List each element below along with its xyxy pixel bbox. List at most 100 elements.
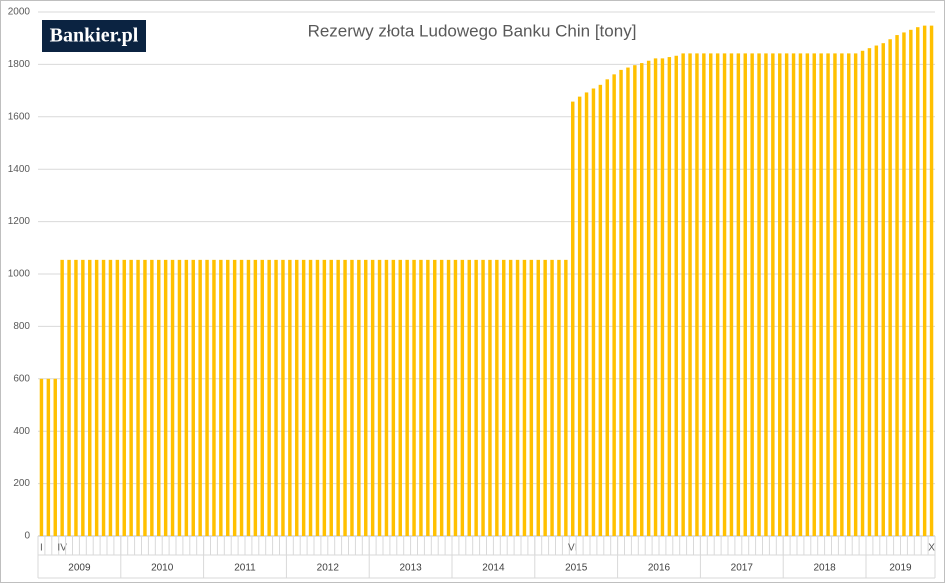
- logo-box: [42, 20, 146, 52]
- bar: [212, 259, 216, 536]
- bar: [695, 53, 699, 537]
- bar: [343, 259, 347, 536]
- bar: [426, 259, 430, 536]
- bar: [764, 53, 768, 537]
- bar: [163, 259, 168, 536]
- bar: [922, 25, 927, 537]
- bar: [605, 79, 609, 537]
- year-label: 2016: [648, 563, 671, 574]
- bar: [557, 259, 561, 536]
- bar: [474, 259, 478, 536]
- bar: [860, 50, 865, 536]
- bar: [143, 259, 147, 536]
- bar: [453, 259, 458, 536]
- bar: [295, 259, 299, 536]
- bar: [301, 259, 306, 536]
- x-tick-label: X: [928, 543, 935, 554]
- bar: [274, 259, 278, 536]
- bar: [246, 259, 251, 536]
- bar: [384, 259, 389, 536]
- bar: [743, 53, 747, 537]
- bar: [94, 259, 99, 536]
- year-label: 2017: [731, 563, 754, 574]
- bar: [522, 259, 527, 536]
- bar: [916, 27, 920, 537]
- year-label: 2010: [151, 563, 174, 574]
- bar: [191, 259, 195, 536]
- bar: [329, 259, 333, 536]
- bar: [874, 45, 879, 536]
- bar: [681, 53, 685, 537]
- bar: [495, 259, 499, 536]
- bar: [688, 53, 692, 537]
- bar: [460, 259, 465, 536]
- bar: [129, 259, 133, 536]
- year-label: 2011: [234, 563, 256, 574]
- bar: [515, 259, 520, 536]
- bar: [674, 55, 678, 537]
- bar: [122, 259, 126, 536]
- bar: [226, 259, 230, 536]
- bar: [778, 53, 782, 537]
- chart-title: Rezerwy złota Ludowego Banku Chin [tony]: [308, 21, 637, 40]
- bar: [108, 259, 113, 536]
- bar: [315, 259, 320, 536]
- bar: [398, 259, 402, 536]
- y-tick-label: 800: [13, 321, 30, 332]
- bar: [626, 67, 630, 536]
- bar: [260, 259, 264, 536]
- bar: [433, 259, 437, 536]
- y-tick-label: 0: [24, 531, 30, 542]
- bar: [805, 53, 810, 537]
- bar: [909, 29, 913, 536]
- bar: [481, 259, 485, 536]
- bar: [812, 53, 816, 537]
- bar: [46, 378, 51, 536]
- y-tick-label: 1400: [8, 164, 31, 175]
- bar: [364, 259, 368, 536]
- bar: [591, 88, 596, 536]
- y-tick-label: 1200: [8, 216, 31, 227]
- bar: [619, 69, 623, 536]
- year-label: 2009: [68, 563, 91, 574]
- bar: [564, 259, 568, 536]
- bar: [184, 259, 189, 536]
- x-tick-label: VI: [568, 543, 577, 554]
- bar: [702, 53, 706, 537]
- y-tick-label: 2000: [8, 7, 31, 18]
- bar: [577, 96, 582, 536]
- bar: [405, 259, 409, 536]
- bar: [101, 259, 106, 536]
- bar: [722, 53, 727, 537]
- bar: [219, 259, 223, 536]
- bar: [536, 259, 540, 536]
- bar: [391, 259, 396, 536]
- bar: [729, 53, 734, 537]
- bar: [239, 259, 244, 536]
- y-tick-label: 600: [13, 373, 30, 384]
- bar: [750, 53, 754, 537]
- bar: [881, 43, 885, 536]
- bar: [660, 58, 665, 537]
- bar: [232, 259, 237, 536]
- y-tick-label: 1000: [8, 269, 31, 280]
- bar: [322, 259, 327, 536]
- year-label: 2015: [565, 563, 588, 574]
- bar: [308, 259, 313, 536]
- bar: [784, 53, 789, 537]
- bar: [502, 259, 506, 536]
- bar: [840, 53, 844, 537]
- bar: [584, 92, 589, 537]
- y-tick-label: 200: [13, 478, 30, 489]
- bar: [377, 259, 382, 536]
- bar: [350, 259, 354, 536]
- bar: [888, 39, 892, 537]
- y-tick-label: 1600: [8, 111, 31, 122]
- bar: [833, 53, 837, 537]
- bar: [370, 259, 375, 536]
- bar: [798, 53, 803, 537]
- bar: [571, 101, 575, 536]
- bar: [205, 259, 209, 536]
- bar: [902, 32, 906, 536]
- bar: [488, 259, 492, 536]
